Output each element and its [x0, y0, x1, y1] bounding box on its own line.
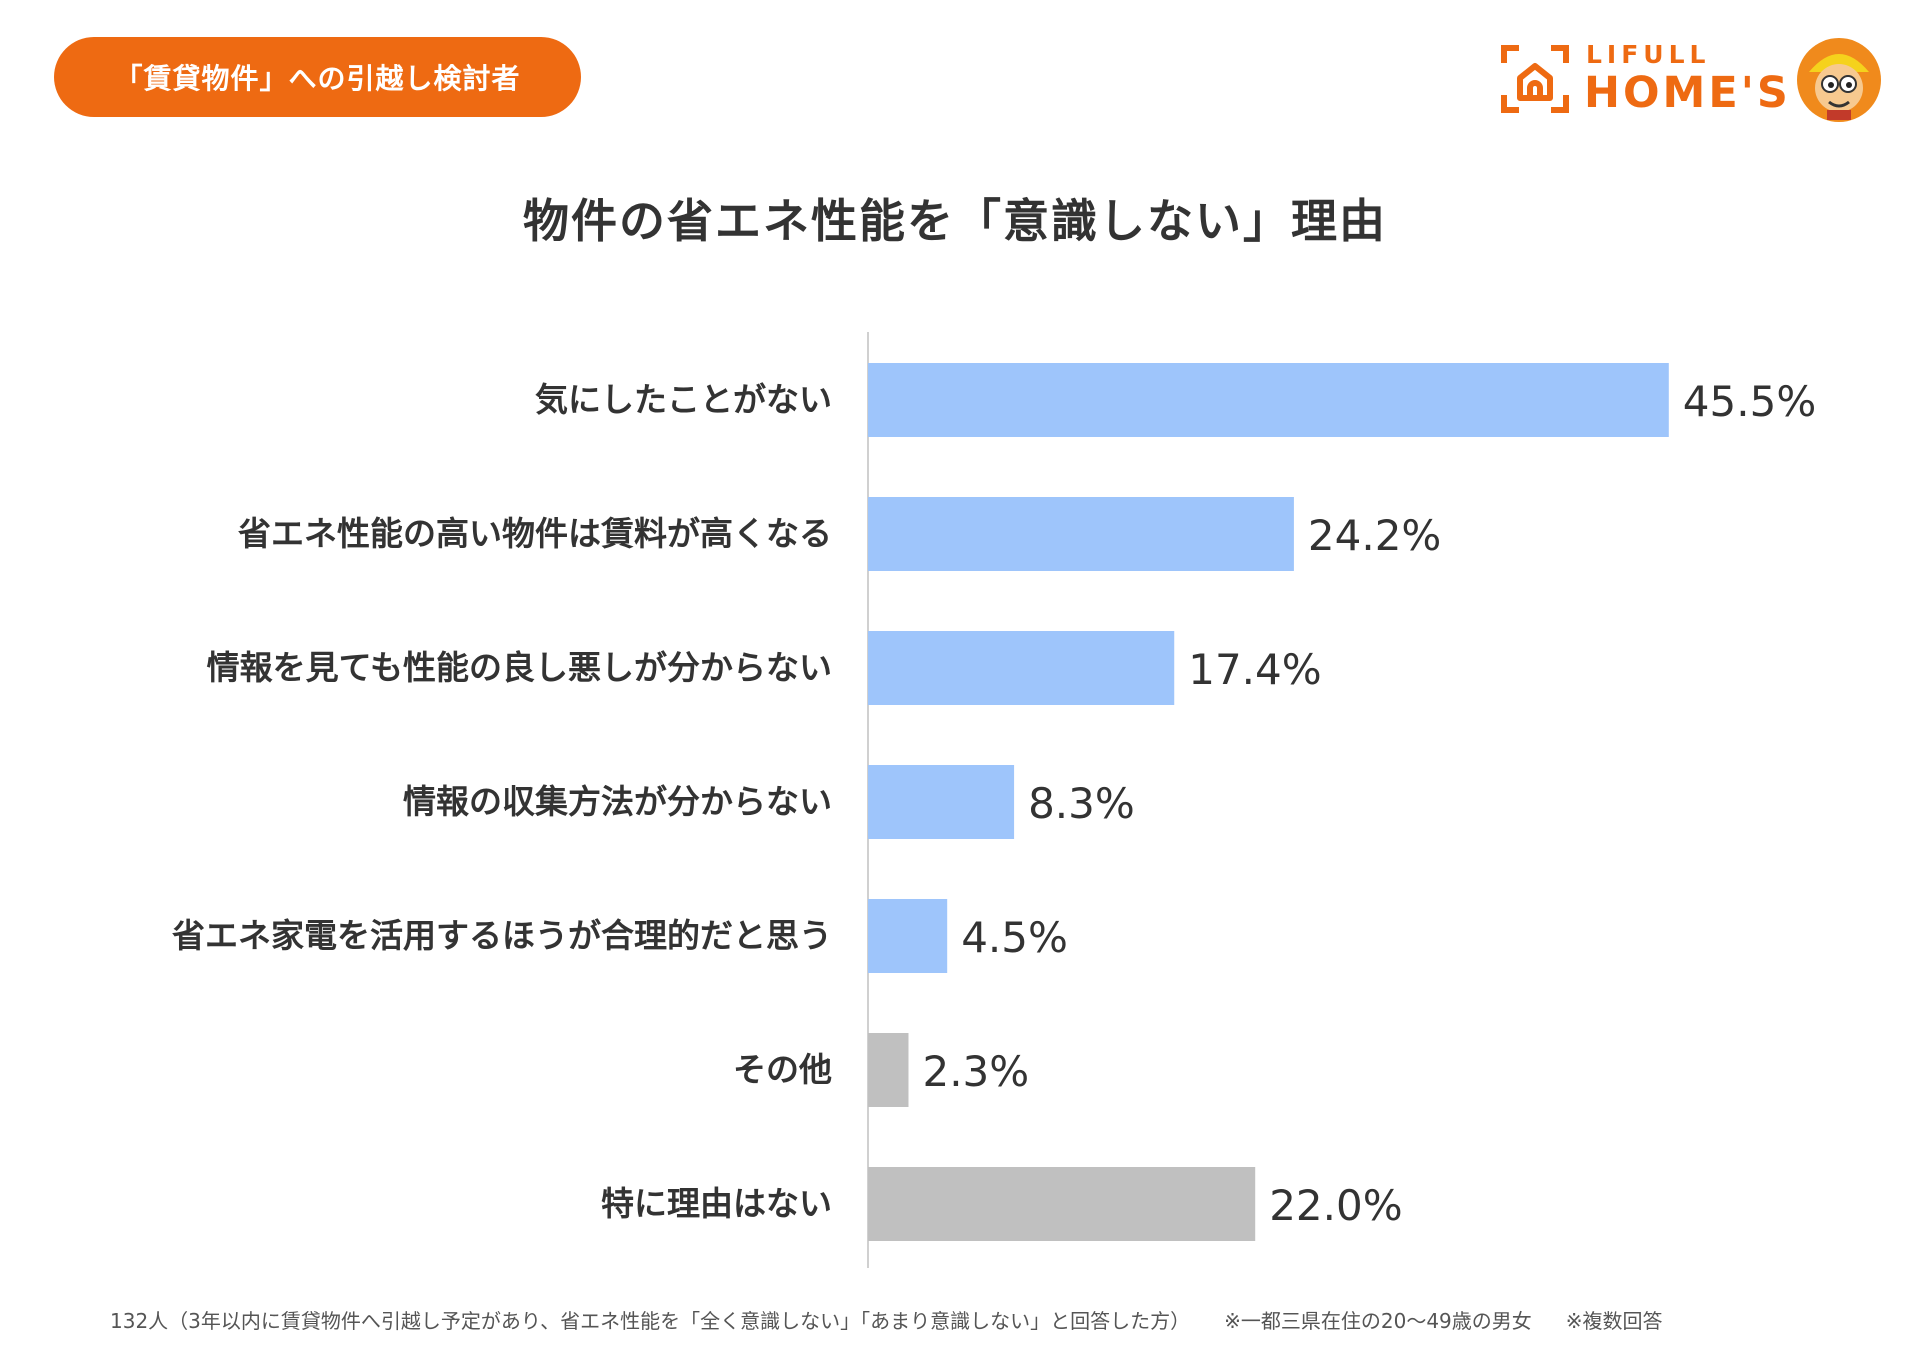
- bar: [868, 363, 1669, 437]
- footnote-region-note: ※一都三県在住の20〜49歳の男女: [1224, 1309, 1532, 1333]
- category-label: その他: [733, 1050, 832, 1089]
- lifull-homes-logo: LIFULL HOME'S: [1500, 30, 1881, 125]
- bar: [868, 497, 1294, 571]
- bar: [868, 631, 1175, 705]
- bar: [868, 765, 1015, 839]
- category-badge: 「賃貸物件」への引越し検討者: [54, 37, 581, 117]
- value-label: 2.3%: [922, 1047, 1029, 1096]
- mascot-icon: [1797, 38, 1881, 122]
- footnote-sample: 132人（3年以内に賃貸物件へ引越し予定があり、省エネ性能を「全く意識しない」「…: [110, 1309, 1191, 1333]
- value-label: 24.2%: [1308, 511, 1441, 560]
- bar: [868, 899, 948, 973]
- chart-title: 物件の省エネ性能を「意識しない」理由: [523, 194, 1387, 248]
- house-icon: [1501, 45, 1569, 113]
- category-label: 情報の収集方法が分からない: [403, 782, 832, 821]
- footnote-multi-answer-note: ※複数回答: [1565, 1309, 1663, 1333]
- value-label: 4.5%: [961, 913, 1068, 962]
- logo-text-homes: HOME'S: [1584, 68, 1791, 118]
- value-label: 8.3%: [1028, 779, 1135, 828]
- value-label: 22.0%: [1269, 1181, 1402, 1230]
- value-label: 17.4%: [1188, 645, 1321, 694]
- bar: [868, 1167, 1256, 1241]
- category-label: 情報を見ても性能の良し悪しが分からない: [207, 648, 832, 687]
- category-label: 気にしたことがない: [535, 380, 832, 419]
- category-label: 特に理由はない: [601, 1184, 832, 1223]
- logo-text-lifull: LIFULL: [1586, 40, 1711, 69]
- footnote: 132人（3年以内に賃貸物件へ引越し予定があり、省エネ性能を「全く意識しない」「…: [110, 1305, 1870, 1334]
- category-label: 省エネ性能の高い物件は賃料が高くなる: [238, 514, 832, 553]
- bar: [868, 1033, 909, 1107]
- value-label: 45.5%: [1683, 377, 1816, 426]
- category-label: 省エネ家電を活用するほうが合理的だと思う: [172, 916, 832, 955]
